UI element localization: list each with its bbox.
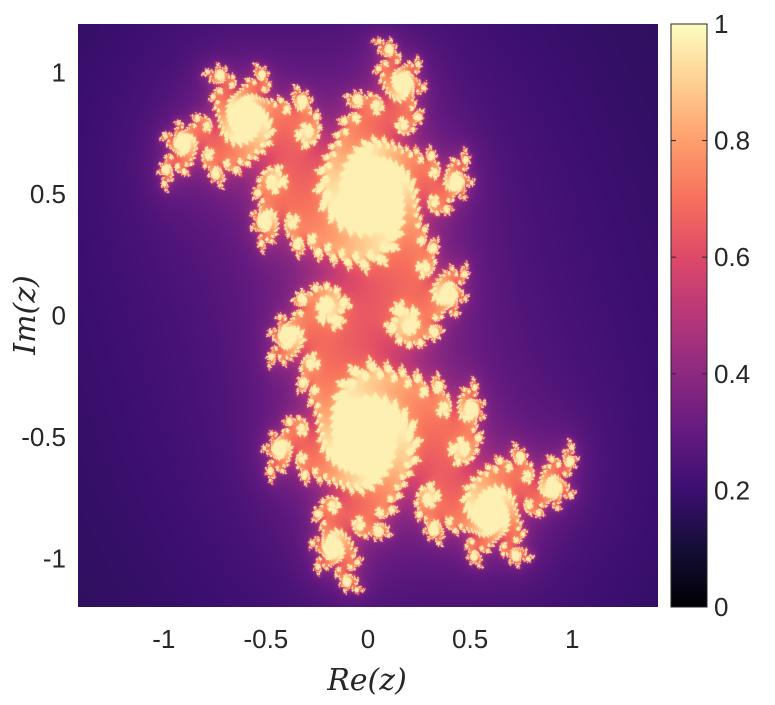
colorbar-tick-label: 0.6: [714, 242, 750, 272]
colorbar-frame: [670, 23, 708, 608]
colorbar: 0 0.2 0.4 0.6 0.8 1: [670, 9, 750, 622]
x-axis-label: Re(z): [326, 663, 407, 698]
y-tick-label: -1: [43, 543, 66, 573]
x-tick-label: -1: [152, 624, 175, 654]
y-axis-label: Im(z): [8, 275, 43, 356]
colorbar-tick-label: 0.8: [714, 126, 750, 156]
colorbar-gradient: [671, 24, 707, 607]
y-axis-ticks: 1 0.5 0 -0.5 -1: [21, 58, 66, 574]
x-tick-label: 0.5: [452, 624, 488, 654]
x-axis-ticks: -1 -0.5 0 0.5 1: [152, 624, 579, 654]
colorbar-tick-label: 0.4: [714, 359, 750, 389]
heatmap-plot-area: [78, 24, 658, 607]
y-tick-label: 0.5: [30, 179, 66, 209]
x-tick-label: 0: [361, 624, 375, 654]
x-tick-label: -0.5: [243, 624, 288, 654]
colorbar-tick-label: 0: [714, 592, 728, 622]
y-tick-label: -0.5: [21, 422, 66, 452]
y-tick-label: 1: [52, 58, 66, 88]
x-tick-label: 1: [565, 624, 579, 654]
colorbar-tick-label: 1: [714, 9, 728, 39]
y-tick-label: 0: [52, 301, 66, 331]
colorbar-ticks: 0 0.2 0.4 0.6 0.8 1: [671, 9, 750, 622]
julia-heatmap: [78, 24, 658, 607]
colorbar-tick-label: 0.2: [714, 475, 750, 505]
